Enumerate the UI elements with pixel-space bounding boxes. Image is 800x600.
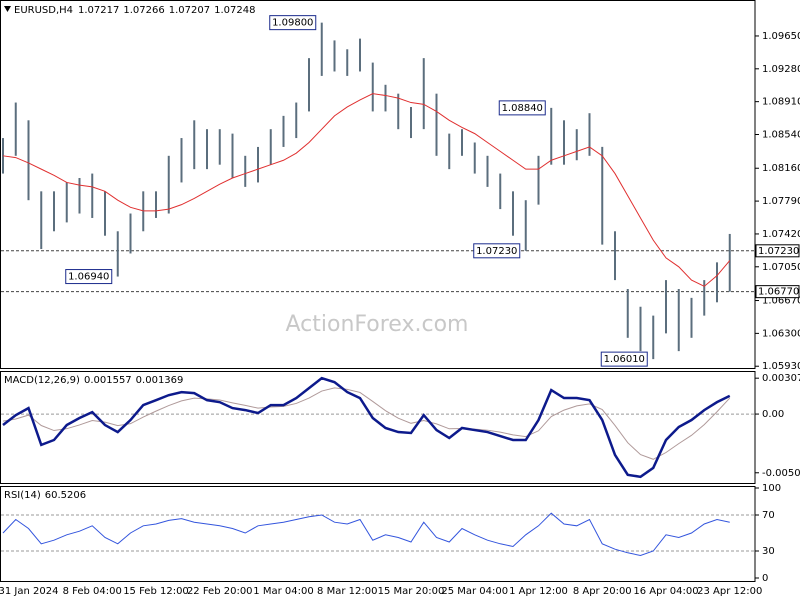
y-tick-label: 30 bbox=[762, 546, 775, 557]
x-tick-label: 1 Apr 12:00 bbox=[509, 586, 568, 597]
x-tick-label: 15 Mar 20:00 bbox=[378, 586, 445, 597]
y-tick-label: 1.08540 bbox=[762, 130, 800, 141]
y-tick-label: 1.08160 bbox=[762, 163, 800, 174]
y-tick-label: -0.005025 bbox=[762, 468, 800, 479]
x-tick-label: 25 Mar 04:00 bbox=[441, 586, 508, 597]
y-tick-label: 1.08910 bbox=[762, 97, 800, 108]
y-tick-label: 70 bbox=[762, 510, 775, 521]
rsi-value: 60.5206 bbox=[45, 490, 86, 501]
macd-name: MACD(12,26,9) bbox=[4, 375, 80, 386]
macd-value: 0.001557 bbox=[84, 375, 132, 386]
annotation-box bbox=[269, 15, 317, 31]
rsi-name: RSI(14) bbox=[4, 490, 41, 501]
moving-average bbox=[2, 93, 731, 287]
y-tick-label: 1.06670 bbox=[762, 296, 800, 307]
low: 1.07207 bbox=[169, 5, 210, 16]
y-tick-label: 1.07790 bbox=[762, 196, 800, 207]
price-panel bbox=[0, 0, 756, 369]
x-tick-label: 15 Feb 12:00 bbox=[123, 586, 189, 597]
x-tick-label: 31 Jan 2024 bbox=[0, 586, 58, 597]
price-label-box bbox=[755, 285, 800, 299]
y-tick-label: 1.06300 bbox=[762, 328, 800, 339]
price-label: 1.07230 bbox=[758, 246, 799, 257]
y-tick-label: 0.003071 bbox=[762, 373, 800, 384]
indicator-line bbox=[2, 376, 731, 479]
annotation: 1.09800 bbox=[272, 18, 313, 29]
price-label: 1.06770 bbox=[758, 287, 799, 298]
x-tick-label: 1 Mar 04:00 bbox=[253, 586, 313, 597]
y-tick-label: 1.09280 bbox=[762, 64, 800, 75]
annotation-box bbox=[600, 351, 648, 367]
close: 1.07248 bbox=[214, 5, 255, 16]
rsi-title: RSI(14) 60.5206 bbox=[4, 490, 86, 501]
annotation-box bbox=[498, 100, 546, 116]
signal-value: 0.001369 bbox=[136, 375, 184, 386]
macd-panel bbox=[0, 371, 756, 484]
annotation: 1.06010 bbox=[604, 354, 645, 365]
rsi-panel bbox=[0, 486, 756, 582]
annotation: 1.08840 bbox=[502, 103, 543, 114]
y-tick-label: 0 bbox=[762, 573, 768, 584]
open: 1.07217 bbox=[78, 5, 119, 16]
annotation-box bbox=[473, 243, 521, 259]
y-tick-label: 0.00 bbox=[762, 409, 784, 420]
x-tick-label: 8 Apr 20:00 bbox=[573, 586, 632, 597]
watermark: ActionForex.com bbox=[286, 312, 469, 337]
indicator-line bbox=[2, 512, 730, 557]
annotation: 1.07230 bbox=[476, 246, 517, 257]
y-tick-label: 100 bbox=[762, 483, 781, 494]
x-tick-label: 22 Feb 20:00 bbox=[187, 586, 253, 597]
symbol-icon bbox=[4, 6, 11, 12]
annotation: 1.06940 bbox=[68, 272, 109, 283]
x-tick-label: 8 Feb 04:00 bbox=[63, 586, 122, 597]
chart-title: EURUSD,H4 1.07217 1.07266 1.07207 1.07248 bbox=[14, 5, 255, 16]
y-tick-label: 1.09650 bbox=[762, 31, 800, 42]
y-tick-label: 1.05930 bbox=[762, 361, 800, 372]
y-tick-label: 1.07050 bbox=[762, 262, 800, 273]
annotation-box bbox=[65, 269, 113, 285]
symbol: EURUSD,H4 bbox=[14, 5, 73, 16]
x-tick-label: 8 Mar 12:00 bbox=[317, 586, 377, 597]
x-tick-label: 23 Apr 12:00 bbox=[697, 586, 762, 597]
y-tick-label: 1.07420 bbox=[762, 229, 800, 240]
macd-title: MACD(12,26,9) 0.001557 0.001369 bbox=[4, 375, 183, 386]
high: 1.07266 bbox=[123, 5, 164, 16]
x-tick-label: 16 Apr 04:00 bbox=[633, 586, 698, 597]
price-label-box bbox=[755, 244, 800, 258]
